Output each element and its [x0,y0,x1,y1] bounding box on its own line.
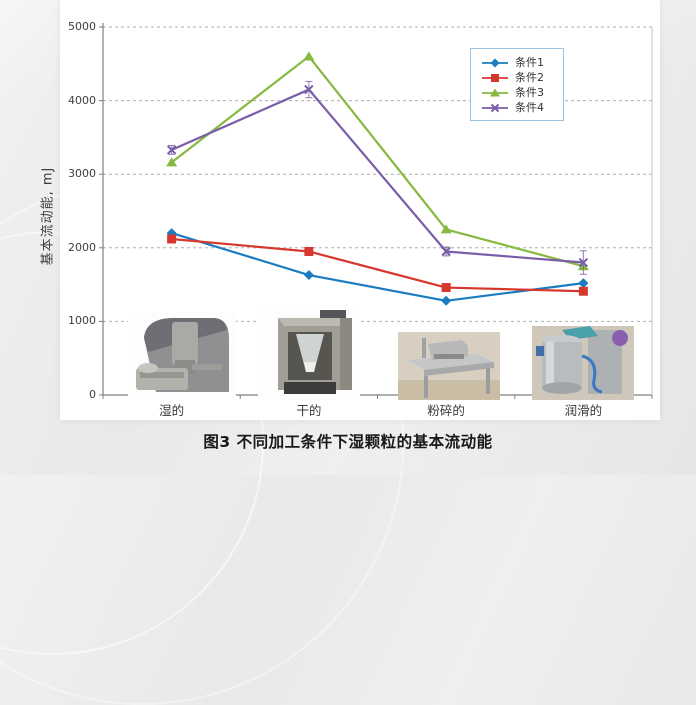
legend-item-condition-4: 条件4 [481,100,555,115]
steel-blender-photo [532,326,634,400]
x-category-label: 湿的 [159,403,185,418]
y-axis-title: 基本流动能, mJ [40,166,56,266]
chart-panel: 5000 4000 3000 2000 1000 0 湿的 干的 粉碎的 润滑的 基本流动能, … [41,0,660,420]
legend-label: 条件1 [515,56,544,69]
high-shear-granulator-photo [128,312,236,398]
series-layer [166,51,589,306]
legend-label: 条件4 [515,101,544,114]
x-category-label: 干的 [296,403,322,418]
legend-item-condition-3: 条件3 [481,85,555,100]
legend-marker-square-icon [482,73,508,82]
y-tick-label: 0 [89,388,96,401]
legend-box: 条件1 条件2 条件3 条件4 [470,48,564,121]
figure-caption: 图3 不同加工条件下湿颗粒的基本流动能 [203,433,493,451]
legend-item-condition-2: 条件2 [481,70,555,85]
y-tick-label: 5000 [68,20,96,33]
series-条件2 [167,234,588,296]
legend-label: 条件2 [515,71,544,84]
legend-marker-x-icon [482,103,508,112]
fluid-bed-dryer-photo [258,310,360,400]
legend-item-condition-1: 条件1 [481,55,555,70]
flow-energy-line-chart [99,23,653,400]
y-tick-label: 2000 [68,240,96,254]
series-条件1 [166,228,589,306]
conical-mill-table-photo [398,332,500,400]
x-category-label: 润滑的 [564,403,603,418]
y-tick-label: 1000 [68,314,96,328]
y-tick-label: 4000 [68,93,96,107]
legend-marker-diamond-icon [482,58,508,67]
x-category-label: 粉碎的 [427,403,465,418]
series-条件4 [166,80,589,275]
legend-label: 条件3 [515,86,544,99]
legend-marker-triangle-icon [482,88,508,96]
y-tick-label: 3000 [68,167,96,181]
